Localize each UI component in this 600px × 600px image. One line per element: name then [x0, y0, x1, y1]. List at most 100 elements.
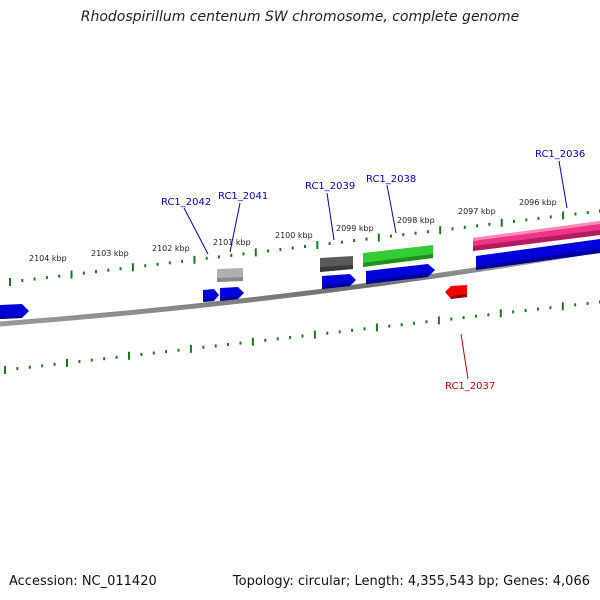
minor-tick [363, 327, 366, 331]
minor-tick [218, 255, 220, 259]
major-tick [128, 351, 130, 360]
minor-tick [338, 330, 341, 334]
minor-tick [487, 313, 490, 317]
minor-tick [450, 317, 453, 321]
scale-ticks-outer [9, 209, 600, 286]
minor-tick [115, 355, 118, 359]
minor-tick [586, 301, 589, 305]
minor-tick [45, 276, 48, 280]
minor-tick [58, 274, 61, 278]
minor-tick [264, 338, 267, 342]
minor-tick [388, 324, 391, 328]
gene-label-rc1-2041[interactable]: RC1_2041 [218, 191, 268, 253]
minor-tick [28, 365, 31, 369]
minor-tick [537, 216, 540, 220]
minor-tick [525, 218, 528, 222]
minor-tick [78, 360, 81, 363]
minor-tick [41, 364, 44, 368]
gene-label-rc1-2038[interactable]: RC1_2038 [366, 174, 416, 234]
minor-tick [140, 352, 143, 356]
scale-label: 2103 kbp [91, 249, 129, 258]
major-tick [251, 337, 254, 346]
major-tick [439, 226, 442, 235]
major-tick [189, 344, 192, 353]
minor-tick [291, 246, 294, 250]
scale-label: 2098 kbp [397, 216, 435, 225]
scale-label: 2100 kbp [275, 231, 313, 240]
gene-arrow-rc1-2038[interactable] [366, 264, 435, 284]
minor-tick [574, 212, 577, 216]
minor-tick [574, 303, 577, 307]
scale-ticks-inner [4, 300, 600, 374]
scale-label: 2097 kbp [458, 207, 496, 216]
gene-label-rc1-2037[interactable]: RC1_2037 [445, 333, 495, 392]
minor-tick [168, 261, 171, 265]
minor-tick [230, 253, 233, 257]
gene-band-pink[interactable] [473, 221, 600, 251]
gene-arrow-rc1-2037[interactable] [445, 285, 467, 299]
minor-tick [276, 337, 279, 341]
minor-tick [353, 239, 356, 243]
minor-tick [107, 268, 110, 272]
scale-labels: 2104 kbp 2103 kbp 2102 kbp 2101 kbp 2100… [29, 198, 557, 263]
minor-tick [152, 351, 155, 355]
gene-label-rc1-2036[interactable]: RC1_2036 [535, 149, 585, 209]
major-tick [561, 302, 564, 311]
major-tick [4, 366, 6, 374]
scale-label: 2104 kbp [29, 254, 67, 263]
minor-tick [156, 262, 159, 266]
minor-tick [328, 242, 331, 245]
major-tick [562, 211, 565, 220]
minor-tick [402, 233, 405, 237]
scale-label: 2096 kbp [519, 198, 557, 207]
minor-tick [53, 362, 56, 366]
major-tick [254, 248, 257, 257]
minor-tick [239, 341, 242, 345]
minor-tick [390, 234, 392, 238]
minor-tick [279, 248, 282, 251]
gene-arrow-rc1-2041[interactable] [220, 287, 244, 301]
minor-tick [537, 307, 539, 311]
scale-label: 2099 kbp [336, 224, 374, 233]
major-tick [193, 255, 196, 264]
major-tick [499, 309, 502, 318]
gene-box-light-grey[interactable] [217, 268, 243, 282]
minor-tick [426, 230, 429, 234]
minor-tick [586, 211, 589, 214]
gene-arrow-rc1-2036[interactable] [476, 239, 600, 270]
minor-tick [476, 224, 479, 228]
minor-tick [462, 316, 465, 320]
minor-tick [144, 264, 147, 268]
scale-label: 2102 kbp [152, 244, 190, 253]
gene-arrow-forward[interactable] [0, 304, 29, 319]
minor-tick [512, 310, 515, 314]
major-tick [9, 278, 11, 286]
minor-tick [365, 237, 368, 241]
minor-tick [488, 222, 491, 226]
major-tick [500, 218, 503, 227]
minor-tick [549, 215, 552, 219]
gene-arrow-rc1-2039[interactable] [322, 274, 356, 289]
minor-tick [267, 249, 270, 253]
gene-labels: RC1_2042 RC1_2041 RC1_2039 RC1_2038 RC1_… [161, 149, 585, 392]
svg-text:RC1_2039: RC1_2039 [305, 181, 355, 192]
gene-label-rc1-2039[interactable]: RC1_2039 [305, 181, 355, 241]
svg-text:RC1_2042: RC1_2042 [161, 197, 211, 208]
minor-tick [95, 270, 97, 274]
gene-label-rc1-2042[interactable]: RC1_2042 [161, 197, 211, 255]
gene-arrow-rc1-2042[interactable] [203, 289, 219, 302]
minor-tick [400, 323, 403, 327]
minor-tick [513, 219, 515, 223]
gene-box-dark-grey[interactable] [320, 256, 353, 272]
minor-tick [242, 252, 245, 256]
major-tick [377, 233, 380, 242]
minor-tick [413, 321, 416, 325]
gene-box-green[interactable] [363, 245, 433, 267]
minor-tick [301, 334, 304, 338]
accession-text: Accession: NC_011420 [9, 574, 157, 589]
minor-tick [463, 225, 466, 229]
minor-tick [475, 314, 477, 318]
svg-text:RC1_2036: RC1_2036 [535, 149, 585, 160]
minor-tick [181, 259, 184, 263]
